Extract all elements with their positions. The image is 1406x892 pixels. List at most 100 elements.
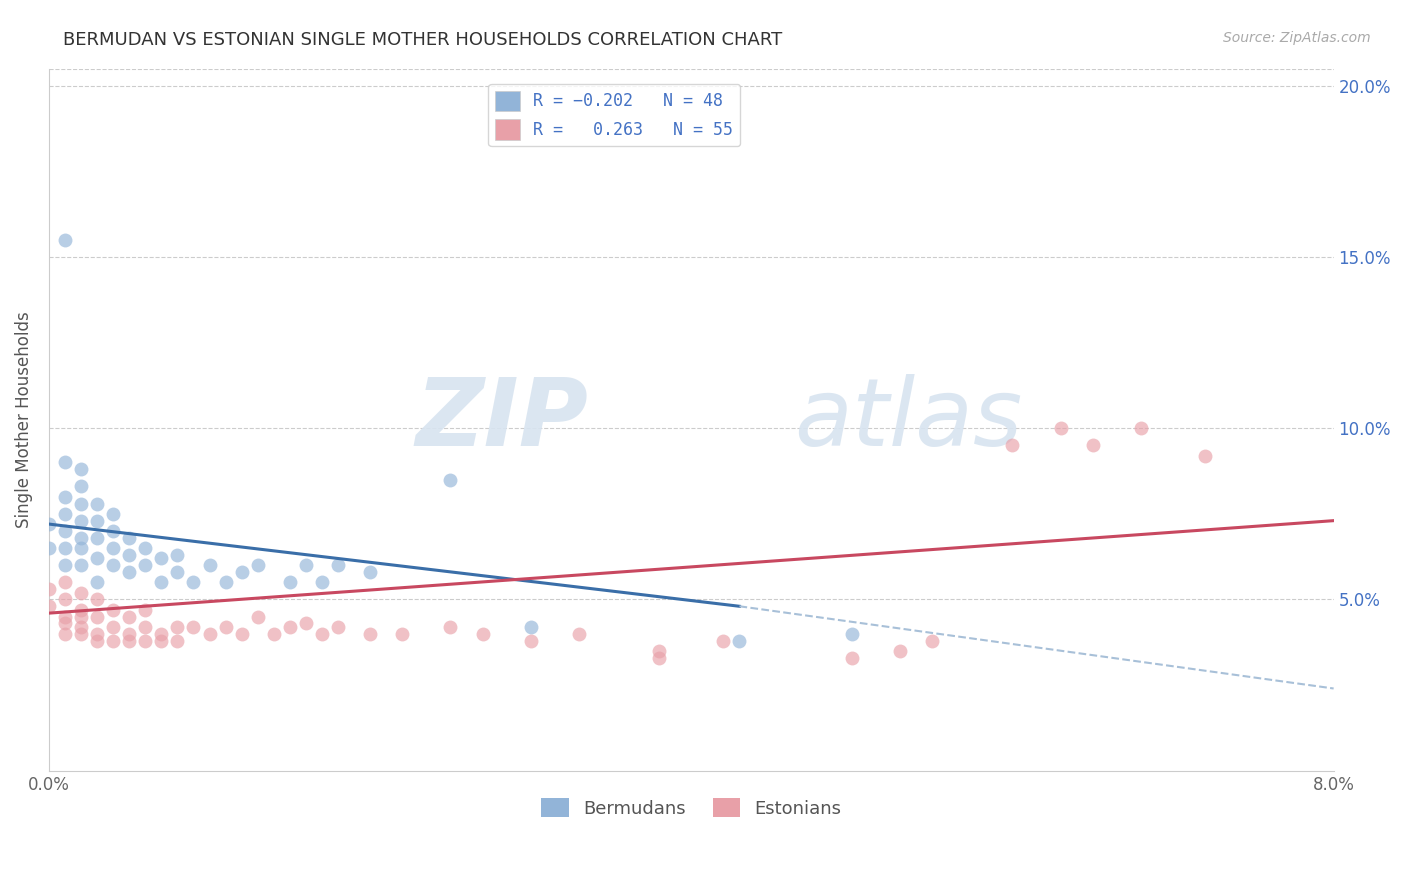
Point — [311, 626, 333, 640]
Point — [53, 592, 76, 607]
Point — [278, 620, 301, 634]
Point — [118, 633, 141, 648]
Point — [86, 496, 108, 510]
Point — [53, 575, 76, 590]
Point — [70, 531, 93, 545]
Point — [53, 626, 76, 640]
Point — [70, 603, 93, 617]
Point — [134, 558, 156, 573]
Point — [439, 473, 461, 487]
Point — [53, 541, 76, 555]
Point — [150, 633, 173, 648]
Point — [214, 620, 236, 634]
Point — [295, 558, 318, 573]
Point — [53, 490, 76, 504]
Point — [103, 541, 125, 555]
Point — [183, 575, 205, 590]
Point — [53, 455, 76, 469]
Point — [103, 558, 125, 573]
Point — [439, 620, 461, 634]
Point — [246, 609, 269, 624]
Point — [471, 626, 494, 640]
Point — [326, 620, 349, 634]
Point — [889, 644, 911, 658]
Point — [53, 233, 76, 247]
Point — [183, 620, 205, 634]
Point — [70, 514, 93, 528]
Point — [86, 575, 108, 590]
Point — [118, 531, 141, 545]
Point — [231, 626, 253, 640]
Point — [166, 620, 188, 634]
Point — [86, 633, 108, 648]
Point — [38, 541, 60, 555]
Point — [86, 551, 108, 566]
Point — [118, 565, 141, 579]
Text: Source: ZipAtlas.com: Source: ZipAtlas.com — [1223, 31, 1371, 45]
Point — [231, 565, 253, 579]
Point — [295, 616, 318, 631]
Point — [70, 558, 93, 573]
Point — [166, 565, 188, 579]
Point — [103, 603, 125, 617]
Point — [1001, 438, 1024, 452]
Point — [326, 558, 349, 573]
Point — [214, 575, 236, 590]
Point — [38, 599, 60, 614]
Point — [38, 517, 60, 532]
Point — [519, 620, 541, 634]
Y-axis label: Single Mother Households: Single Mother Households — [15, 311, 32, 528]
Text: BERMUDAN VS ESTONIAN SINGLE MOTHER HOUSEHOLDS CORRELATION CHART: BERMUDAN VS ESTONIAN SINGLE MOTHER HOUSE… — [63, 31, 783, 49]
Point — [246, 558, 269, 573]
Point — [53, 616, 76, 631]
Point — [103, 507, 125, 521]
Point — [70, 496, 93, 510]
Text: atlas: atlas — [794, 374, 1022, 465]
Point — [38, 582, 60, 596]
Point — [311, 575, 333, 590]
Point — [359, 626, 381, 640]
Text: ZIP: ZIP — [416, 374, 589, 466]
Point — [103, 633, 125, 648]
Point — [921, 633, 943, 648]
Point — [53, 507, 76, 521]
Point — [86, 531, 108, 545]
Point — [648, 644, 671, 658]
Point — [70, 585, 93, 599]
Point — [166, 633, 188, 648]
Point — [134, 603, 156, 617]
Point — [263, 626, 285, 640]
Point — [166, 548, 188, 562]
Point — [1081, 438, 1104, 452]
Point — [150, 575, 173, 590]
Point — [568, 626, 591, 640]
Point — [391, 626, 413, 640]
Point — [359, 565, 381, 579]
Point — [53, 609, 76, 624]
Point — [53, 558, 76, 573]
Point — [198, 626, 221, 640]
Point — [70, 479, 93, 493]
Point — [1129, 421, 1152, 435]
Point — [86, 626, 108, 640]
Point — [713, 633, 735, 648]
Point — [1194, 449, 1216, 463]
Point — [150, 626, 173, 640]
Point — [103, 620, 125, 634]
Point — [70, 609, 93, 624]
Point — [70, 620, 93, 634]
Point — [70, 541, 93, 555]
Point — [841, 650, 863, 665]
Point — [86, 514, 108, 528]
Legend: Bermudans, Estonians: Bermudans, Estonians — [534, 791, 848, 825]
Point — [118, 548, 141, 562]
Point — [118, 626, 141, 640]
Point — [648, 650, 671, 665]
Point — [198, 558, 221, 573]
Point — [86, 609, 108, 624]
Point — [1049, 421, 1071, 435]
Point — [728, 633, 751, 648]
Point — [70, 626, 93, 640]
Point — [86, 592, 108, 607]
Point — [134, 541, 156, 555]
